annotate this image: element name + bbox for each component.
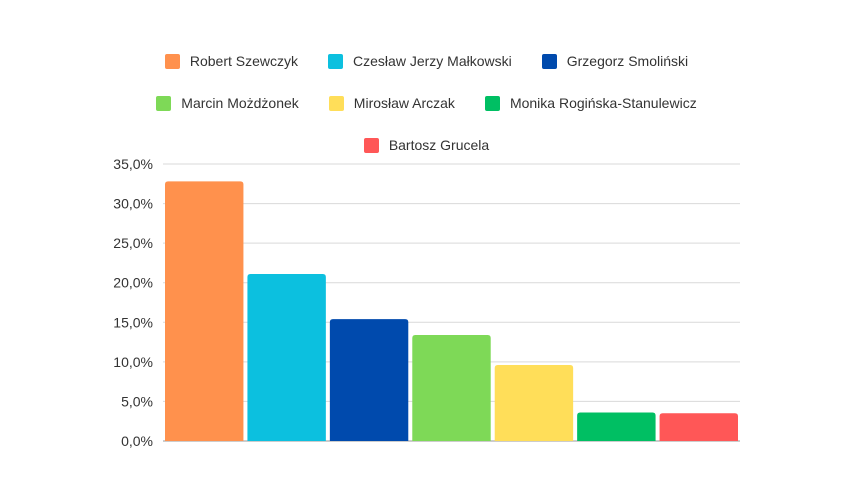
- legend-row: Robert Szewczyk Czesław Jerzy Małkowski Gr…: [0, 40, 853, 82]
- legend-label: Bartosz Grucela: [388, 137, 490, 153]
- legend-swatch: [164, 53, 180, 69]
- legend-label: Marcin Możdżonek: [181, 95, 299, 111]
- y-tick-label: 15,0%: [113, 314, 153, 330]
- y-tick-label: 30,0%: [113, 196, 153, 212]
- bar: [247, 274, 326, 441]
- legend-row: Marcin Możdżonek Mirosław Arczak Monika Ro…: [0, 82, 853, 124]
- legend-item: Grzegorz Smoliński: [541, 53, 689, 69]
- bar: [165, 181, 244, 441]
- y-tick-label: 20,0%: [113, 275, 153, 291]
- y-tick-label: 0,0%: [121, 433, 153, 449]
- legend-item: Robert Szewczyk: [164, 53, 299, 69]
- bar: [329, 319, 409, 441]
- legend-label: Czesław Jerzy Małkowski: [353, 53, 512, 69]
- legend-swatch: [484, 95, 500, 111]
- legend-swatch: [541, 53, 557, 69]
- legend-label: Grzegorz Smoliński: [566, 53, 689, 69]
- bar: [412, 334, 491, 441]
- legend-label: Robert Szewczyk: [189, 53, 299, 69]
- legend-swatch: [328, 53, 344, 69]
- legend-swatch: [156, 95, 172, 111]
- y-tick-label: 35,0%: [113, 156, 153, 172]
- y-tick-label: 10,0%: [113, 354, 153, 370]
- legend: Robert Szewczyk Czesław Jerzy Małkowski Gr…: [0, 40, 853, 166]
- legend-item: Czesław Jerzy Małkowski: [328, 53, 512, 69]
- bar: [577, 412, 656, 441]
- legend-label: Mirosław Arczak: [353, 95, 455, 111]
- legend-item: Mirosław Arczak: [328, 95, 455, 111]
- bar: [494, 365, 574, 441]
- bar: [659, 413, 738, 441]
- legend-swatch: [363, 137, 379, 153]
- legend-label: Monika Rogińska-Stanulewicz: [509, 95, 697, 111]
- legend-item: Bartosz Grucela: [363, 137, 490, 153]
- y-tick-label: 5,0%: [121, 393, 153, 409]
- legend-item: Marcin Możdżonek: [156, 95, 299, 111]
- legend-item: Monika Rogińska-Stanulewicz: [484, 95, 697, 111]
- legend-row: Bartosz Grucela: [0, 124, 853, 166]
- y-tick-label: 25,0%: [113, 235, 153, 251]
- legend-swatch: [328, 95, 344, 111]
